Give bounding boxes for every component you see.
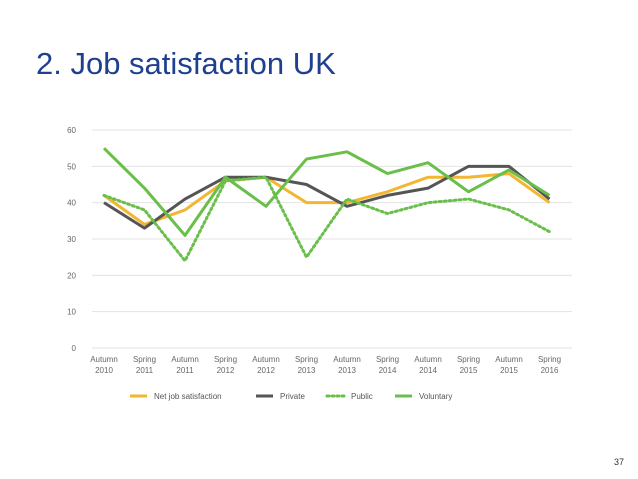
y-tick-label: 0 <box>72 344 77 353</box>
x-tick-label: 2010 <box>95 366 113 375</box>
x-tick-label: Spring <box>457 355 480 364</box>
x-tick-label: Spring <box>214 355 237 364</box>
y-tick-label: 30 <box>67 235 76 244</box>
x-tick-label: 2013 <box>338 366 356 375</box>
x-tick-label: 2015 <box>500 366 518 375</box>
legend-label: Public <box>351 392 373 401</box>
x-tick-label: Autumn <box>171 355 199 364</box>
x-tick-label: 2011 <box>136 366 154 375</box>
x-tick-label: 2014 <box>419 366 437 375</box>
x-tick-label: Autumn <box>414 355 442 364</box>
page-number: 37 <box>614 457 625 467</box>
legend-label: Net job satisfaction <box>154 392 222 401</box>
slide-title: 2. Job satisfaction UK <box>36 46 336 81</box>
y-tick-label: 50 <box>67 162 76 171</box>
series-lines <box>102 147 551 263</box>
legend-label: Private <box>280 392 305 401</box>
x-axis-ticks: Autumn 2010 Spring 2011 Autumn 2011 Spring 2012… <box>90 355 561 375</box>
x-tick-label: Spring <box>133 355 156 364</box>
x-tick-label: 2013 <box>298 366 316 375</box>
y-tick-label: 60 <box>67 126 76 135</box>
x-tick-label: Spring <box>376 355 399 364</box>
x-tick-label: 2012 <box>257 366 275 375</box>
series-line-voluntary <box>102 147 551 237</box>
x-tick-label: Autumn <box>333 355 361 364</box>
x-tick-label: 2011 <box>176 366 194 375</box>
series-line-net-job-satisfaction <box>103 172 551 226</box>
x-tick-label: Autumn <box>495 355 523 364</box>
x-tick-label: Autumn <box>252 355 280 364</box>
x-tick-label: 2016 <box>541 366 559 375</box>
x-tick-label: 2014 <box>379 366 397 375</box>
y-tick-label: 40 <box>67 199 76 208</box>
y-tick-label: 20 <box>67 271 76 280</box>
x-tick-label: Autumn <box>90 355 118 364</box>
legend-label: Voluntary <box>419 392 452 401</box>
y-tick-label: 10 <box>67 308 76 317</box>
x-tick-label: 2015 <box>460 366 478 375</box>
y-axis-ticks: 0 10 20 30 40 50 60 <box>67 126 76 353</box>
gridlines <box>92 129 572 349</box>
series-line-private <box>103 164 551 230</box>
x-tick-label: Spring <box>538 355 561 364</box>
series-line-public <box>102 175 551 263</box>
legend: Net job satisfaction Private Public Volunta… <box>130 392 452 401</box>
x-tick-label: 2012 <box>217 366 235 375</box>
x-tick-label: Spring <box>295 355 318 364</box>
